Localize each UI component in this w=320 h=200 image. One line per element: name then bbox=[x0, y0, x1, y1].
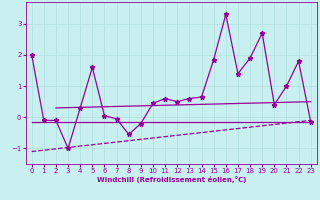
X-axis label: Windchill (Refroidissement éolien,°C): Windchill (Refroidissement éolien,°C) bbox=[97, 176, 246, 183]
